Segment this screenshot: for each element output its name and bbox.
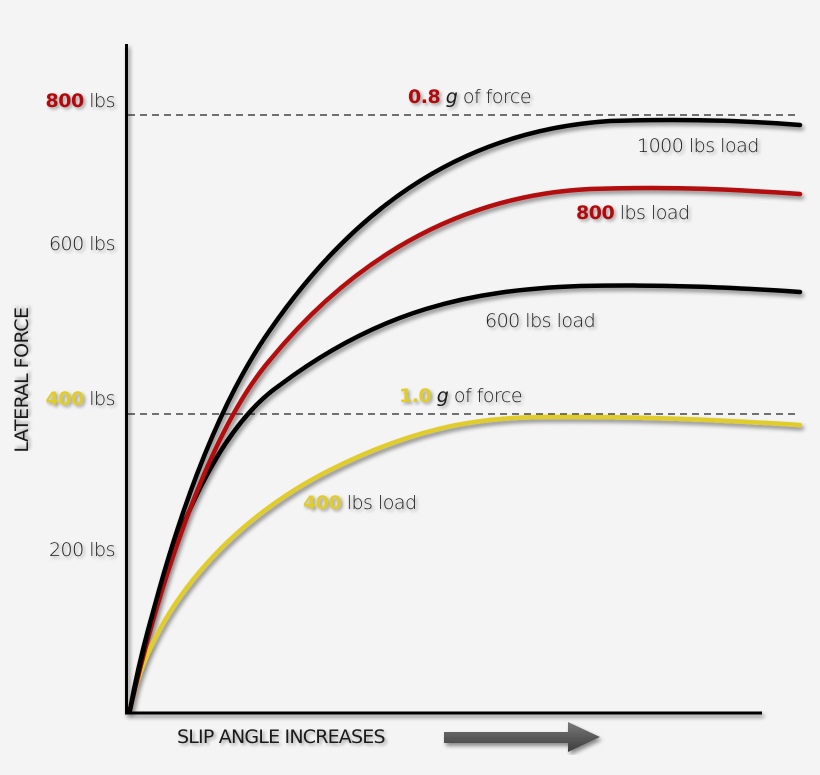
- ytick-200: 200 lbs: [48, 539, 116, 561]
- label-800-number: 800: [576, 202, 615, 224]
- curve-600-lbs-load: [127, 283, 803, 713]
- y-axis-title: LATERAL FORCE: [11, 307, 33, 453]
- annotation-0.8g: 0.8 g of force: [408, 86, 532, 108]
- ytick-400-number: 400: [45, 388, 85, 410]
- annotation-0.8g-g: g: [440, 86, 458, 108]
- curve-1000-lbs-load: [127, 117, 803, 713]
- annotation-1.0g-g: g: [431, 385, 449, 407]
- label-800-lbs-load: 800 lbs load: [576, 202, 690, 224]
- label-600-lbs-load: 600 lbs load: [485, 310, 596, 332]
- x-axis-title: SLIP ANGLE INCREASES: [177, 726, 386, 748]
- label-400-text: lbs load: [341, 492, 417, 514]
- ytick-800-unit: lbs: [83, 90, 115, 112]
- ytick-800-number: 800: [45, 90, 85, 112]
- label-400-number: 400: [303, 492, 342, 514]
- arrow-right-icon: [444, 722, 600, 752]
- ytick-400: 400 lbs: [5, 388, 116, 410]
- annotation-1.0g-text: of force: [448, 385, 523, 407]
- ytick-400-unit: lbs: [83, 388, 115, 410]
- label-1000-lbs-load: 1000 lbs load: [637, 135, 759, 157]
- label-800-text: lbs load: [614, 202, 690, 224]
- curve-800-lbs-load: [127, 185, 803, 713]
- annotation-1.0g-number: 1.0: [399, 385, 432, 407]
- ytick-600: 600 lbs: [48, 233, 116, 255]
- label-400-lbs-load: 400 lbs load: [303, 492, 417, 514]
- annotation-0.8g-text: of force: [457, 86, 532, 108]
- ytick-800: 800 lbs: [5, 90, 116, 112]
- annotation-0.8g-number: 0.8: [408, 86, 441, 108]
- curve-400-lbs-load: [127, 414, 803, 713]
- annotation-1.0g: 1.0 g of force: [399, 385, 523, 407]
